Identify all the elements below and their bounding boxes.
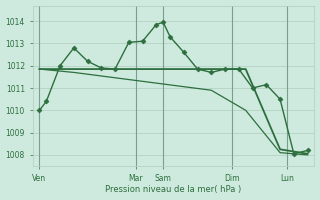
X-axis label: Pression niveau de la mer( hPa ): Pression niveau de la mer( hPa ): [105, 185, 242, 194]
